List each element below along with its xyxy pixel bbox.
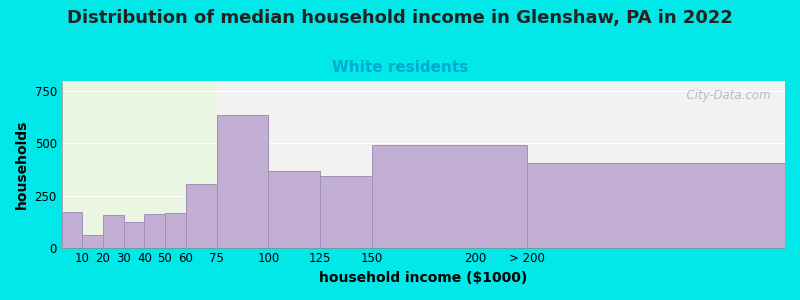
Text: Distribution of median household income in Glenshaw, PA in 2022: Distribution of median household income … [67, 9, 733, 27]
Bar [103, 215, 124, 247]
Bar [526, 163, 785, 248]
Y-axis label: households: households [15, 120, 29, 209]
Bar [217, 116, 268, 247]
Bar [62, 212, 82, 248]
Bar [82, 235, 103, 248]
Bar [124, 222, 144, 247]
Bar [144, 214, 165, 248]
Bar [217, 81, 785, 247]
Text: City-Data.com: City-Data.com [679, 89, 770, 102]
Bar [372, 145, 526, 248]
Bar [320, 176, 372, 248]
Bar [268, 170, 320, 248]
Text: White residents: White residents [332, 60, 468, 75]
Bar [62, 81, 217, 247]
X-axis label: household income ($1000): household income ($1000) [319, 271, 527, 285]
Bar [165, 213, 186, 247]
Bar [186, 184, 217, 247]
